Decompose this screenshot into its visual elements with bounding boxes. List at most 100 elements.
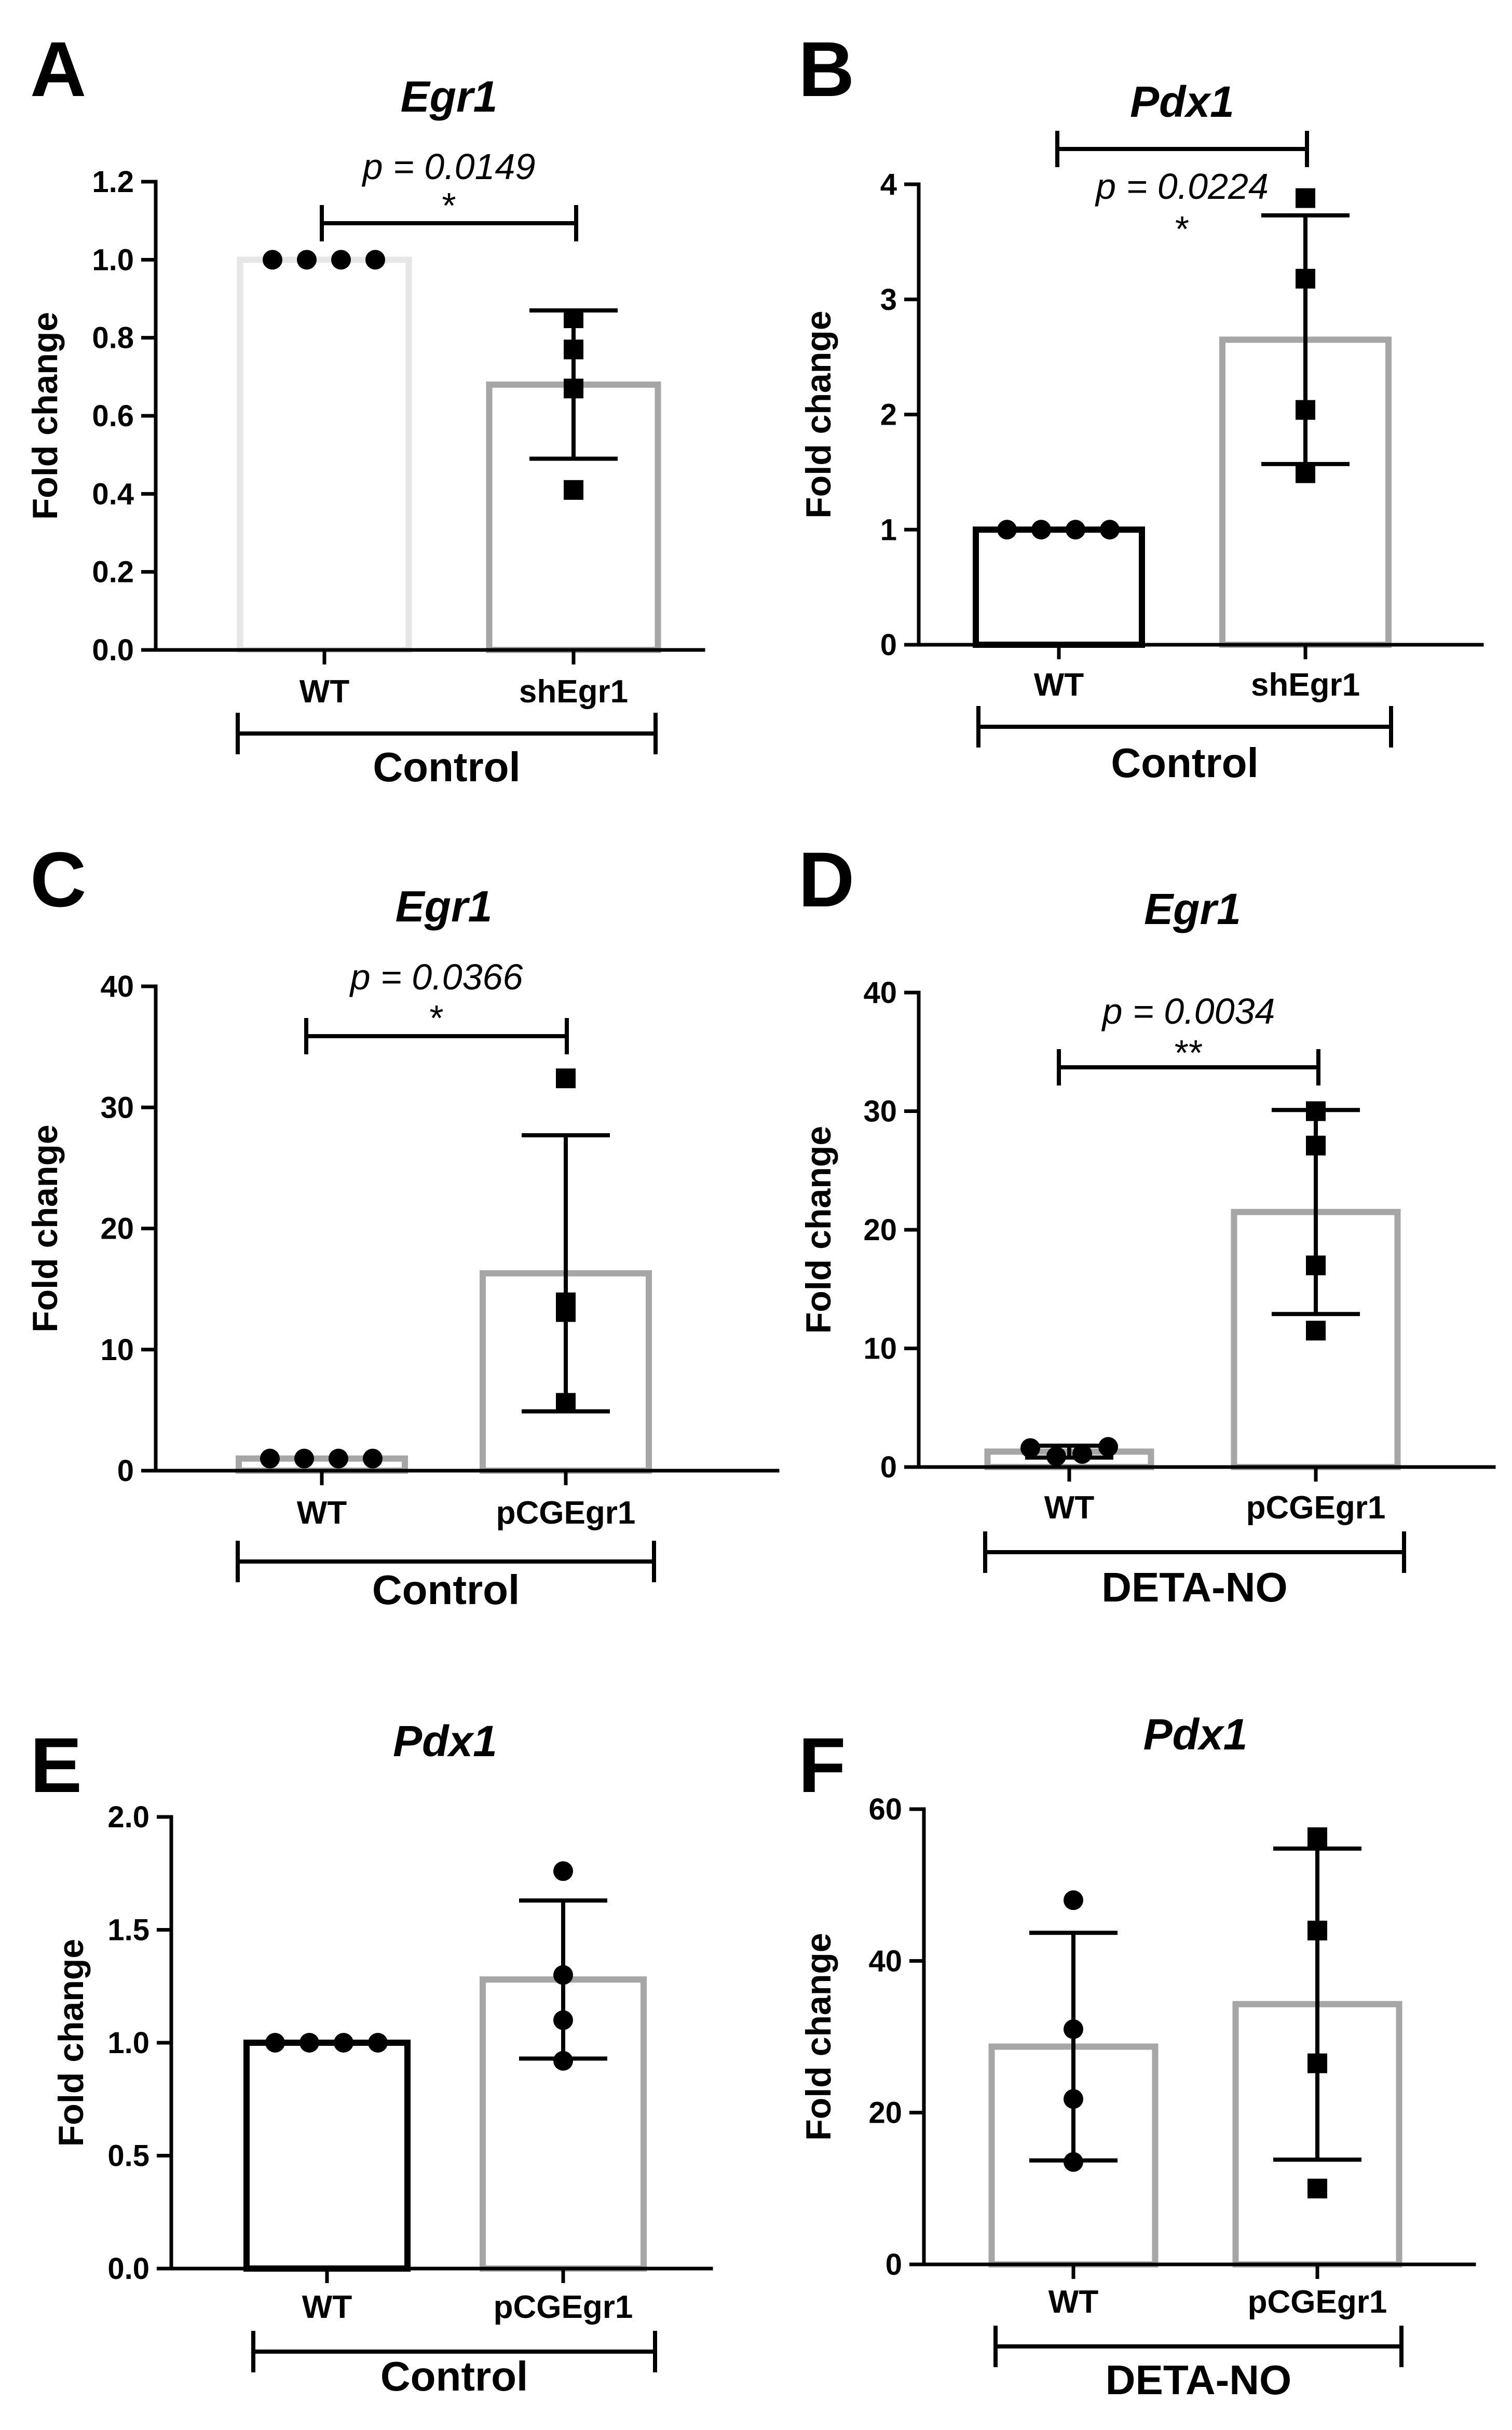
- y-tick-label: 40: [863, 976, 897, 1010]
- data-point: [1064, 2089, 1083, 2109]
- p-value-label: p = 0.0224: [1095, 166, 1269, 207]
- group-label: DETA-NO: [1101, 1564, 1287, 1610]
- data-point: [294, 1448, 314, 1469]
- data-point: [1020, 1438, 1040, 1458]
- chart-title: Egr1: [396, 882, 493, 931]
- data-point: [1064, 1890, 1083, 1910]
- y-tick-label: 0.6: [92, 399, 134, 433]
- y-tick-label: 1.5: [107, 1913, 149, 1947]
- data-point: [564, 480, 583, 500]
- data-point: [997, 520, 1017, 540]
- y-tick-label: 0.0: [92, 633, 134, 667]
- data-point: [1307, 1920, 1327, 1940]
- y-tick-label: 1.0: [107, 2026, 149, 2060]
- chart-title: Egr1: [401, 72, 498, 121]
- panel-f: F Pdx1 Fold change 0 20 40 60 WT pCGEgr1 DETA-NO: [798, 1710, 1476, 2403]
- category-label: WT: [1048, 2284, 1099, 2320]
- chart-title: Egr1: [1144, 885, 1241, 933]
- data-point: [334, 2033, 353, 2053]
- y-tick-label: 0: [886, 2248, 902, 2282]
- data-point: [1031, 520, 1051, 540]
- y-tick-label: 60: [868, 1793, 902, 1826]
- y-tick-label: 0: [880, 628, 897, 662]
- y-tick-label: 1.0: [92, 243, 134, 277]
- data-point: [297, 250, 317, 270]
- data-point: [1306, 1321, 1326, 1341]
- data-point: [331, 250, 351, 270]
- significance-stars: **: [1175, 1033, 1203, 1073]
- data-point: [1064, 2152, 1083, 2172]
- p-value-label: p = 0.0366: [349, 957, 523, 997]
- data-point: [556, 1068, 576, 1089]
- significance-stars: *: [442, 185, 456, 226]
- y-tick-label: 0: [117, 1454, 134, 1488]
- p-value-label: p = 0.0149: [362, 146, 536, 187]
- data-point: [1046, 1446, 1066, 1467]
- category-label: pCGEgr1: [1246, 1490, 1386, 1526]
- y-tick-label: 40: [100, 970, 134, 1003]
- category-label: pCGEgr1: [496, 1495, 636, 1531]
- panel-letter: D: [798, 836, 854, 923]
- data-point: [564, 378, 583, 399]
- data-point: [564, 308, 583, 329]
- data-point: [363, 1448, 383, 1469]
- category-label: shEgr1: [519, 674, 628, 710]
- y-axis-label: Fold change: [799, 1126, 838, 1334]
- category-label: pCGEgr1: [1248, 2284, 1387, 2320]
- y-tick-label: 0.5: [107, 2139, 149, 2173]
- y-tick-label: 10: [100, 1333, 134, 1367]
- data-point: [1072, 1444, 1092, 1464]
- panel-e: E Pdx1 Fold change 0.0 0.5 1.0 1.5 2.0 WT pCGEgr1…: [30, 1717, 713, 2399]
- data-point: [553, 1965, 573, 1985]
- y-tick-label: 30: [100, 1091, 134, 1124]
- y-tick-label: 4: [880, 168, 897, 201]
- data-point: [1306, 1255, 1326, 1275]
- y-tick-label: 20: [100, 1212, 134, 1246]
- group-label: DETA-NO: [1106, 2357, 1291, 2403]
- y-tick-label: 10: [863, 1332, 897, 1366]
- group-label: Control: [372, 1567, 520, 1613]
- data-point: [1296, 463, 1315, 483]
- data-point: [1307, 1827, 1327, 1848]
- category-label: pCGEgr1: [494, 2289, 633, 2325]
- data-point: [1066, 520, 1085, 540]
- data-point: [1306, 1101, 1326, 1121]
- category-label: WT: [297, 1495, 347, 1531]
- p-value-label: p = 0.0034: [1101, 991, 1275, 1031]
- bar: [237, 256, 412, 654]
- y-axis-label: Fold change: [799, 1933, 838, 2140]
- y-tick-label: 0.2: [92, 555, 134, 589]
- panel-letter: A: [30, 25, 86, 113]
- data-point: [556, 1302, 576, 1322]
- y-tick-label: 2: [880, 398, 897, 432]
- panel-letter: C: [30, 836, 86, 923]
- y-tick-label: 1: [880, 513, 897, 547]
- data-point: [1100, 520, 1120, 540]
- significance-stars: *: [1175, 209, 1189, 249]
- y-tick-label: 2.0: [107, 1800, 149, 1834]
- y-tick-label: 0.8: [92, 321, 134, 355]
- significance-stars: *: [429, 998, 443, 1038]
- data-point: [260, 1448, 280, 1469]
- data-point: [1307, 2178, 1327, 2198]
- y-tick-label: 1.2: [92, 165, 134, 199]
- y-axis-label: Fold change: [25, 1124, 65, 1332]
- data-point: [1064, 2019, 1083, 2039]
- data-point: [1296, 188, 1315, 208]
- category-label: WT: [302, 2289, 352, 2325]
- panel-letter: B: [798, 25, 854, 113]
- data-point: [1296, 268, 1315, 289]
- chart-title: Pdx1: [1143, 1710, 1248, 1759]
- data-point: [553, 2051, 573, 2071]
- bar: [973, 526, 1145, 648]
- y-tick-label: 0: [880, 1450, 897, 1484]
- data-point: [564, 340, 583, 360]
- y-tick-label: 0.0: [107, 2252, 149, 2286]
- panel-letter: F: [798, 1721, 846, 1809]
- panel-b: B Pdx1 Fold change 0 1 2 3 4 WT shEgr1 p = 0.0224*…: [798, 25, 1484, 786]
- data-point: [556, 1393, 576, 1413]
- y-tick-label: 30: [863, 1095, 897, 1129]
- data-point: [1306, 1135, 1326, 1156]
- data-point: [265, 2033, 285, 2053]
